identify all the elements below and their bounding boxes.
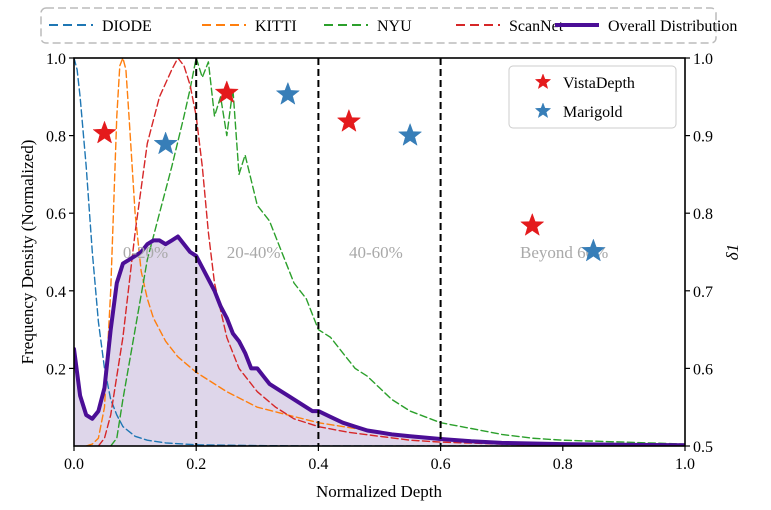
- marker-marigold: [581, 238, 606, 262]
- marker-vistadepth: [92, 120, 117, 144]
- region-label: 0-20%: [123, 243, 168, 262]
- area-overall-distribution: [74, 236, 685, 446]
- series-line-scannet: [97, 58, 685, 446]
- right-y-tick-label: 0.9: [693, 129, 713, 146]
- series-line-nyu: [109, 58, 685, 446]
- plot-frame: [73, 57, 686, 447]
- legend-frame: [40, 7, 717, 44]
- x-axis-ticks: 0.0 0.2 0.4 0.6 0.8 1.0: [64, 446, 695, 473]
- region-label: 20-40%: [227, 243, 281, 262]
- y-tick-label: 1.0: [46, 51, 66, 68]
- x-tick-label: 0.4: [308, 456, 328, 473]
- marker-legend-frame: [508, 65, 677, 129]
- right-y-tick-label: 0.7: [693, 284, 713, 301]
- legend-marker-label-marigold: Marigold: [563, 104, 623, 121]
- marker-marigold: [153, 131, 178, 155]
- x-tick-label: 0.2: [186, 456, 206, 473]
- y-tick-label: 0.2: [46, 361, 66, 378]
- region-label: 40-60%: [349, 243, 403, 262]
- right-y-tick-label: 0.5: [693, 439, 713, 456]
- legend-marker-vistadepth: [534, 73, 552, 90]
- y-tick-label: 0.6: [46, 206, 66, 223]
- x-tick-label: 0.6: [431, 456, 451, 473]
- marker-marigold: [397, 122, 423, 146]
- series-legend: DIODE KITTI NYU ScanNet Overall Distribution: [40, 7, 737, 44]
- legend-label-overall-distribution: Overall Distribution: [608, 18, 737, 35]
- right-y-tick-label: 0.8: [693, 206, 713, 223]
- legend-label-kitti: KITTI: [255, 18, 297, 35]
- series-line-diode: [74, 58, 685, 446]
- y-tick-label: 0.4: [46, 284, 66, 301]
- region-labels: 0-20% 20-40% 40-60% Beyond 60%: [123, 243, 608, 262]
- metric-markers: [92, 80, 606, 262]
- legend-marker-label-vistadepth: VistaDepth: [563, 75, 635, 92]
- y-tick-label: 0.8: [46, 129, 66, 146]
- x-tick-label: 0.8: [553, 456, 573, 473]
- legend-label-nyu: NYU: [377, 18, 412, 35]
- x-tick-label: 0.0: [64, 456, 84, 473]
- series-line-overall-distribution: [74, 234, 685, 446]
- legend-label-diode: DIODE: [102, 18, 152, 35]
- threshold-lines: [195, 58, 442, 446]
- distribution-fill-layer: [74, 236, 685, 446]
- marker-vistadepth: [214, 80, 239, 104]
- x-axis-label: Normalized Depth: [316, 482, 443, 501]
- right-y-tick-label: 0.6: [693, 361, 713, 378]
- legend-marker-marigold: [534, 102, 552, 119]
- right-y-axis-label: δ1: [723, 244, 742, 260]
- y-axis-label: Frequency Density (Normalized): [18, 140, 37, 365]
- legend-label-scannet: ScanNet: [509, 18, 564, 35]
- marker-marigold: [275, 81, 300, 105]
- right-y-tick-label: 1.0: [693, 51, 713, 68]
- series-lines-layer: [74, 58, 685, 446]
- x-tick-label: 1.0: [675, 456, 695, 473]
- marker-vistadepth: [520, 212, 545, 236]
- marker-legend: VistaDepth Marigold: [508, 65, 677, 129]
- marker-vistadepth: [336, 108, 362, 132]
- right-y-axis-ticks: 0.5 0.6 0.7 0.8 0.9 1.0: [685, 51, 713, 456]
- y-axis-ticks: 0.2 0.4 0.6 0.8 1.0: [46, 51, 74, 378]
